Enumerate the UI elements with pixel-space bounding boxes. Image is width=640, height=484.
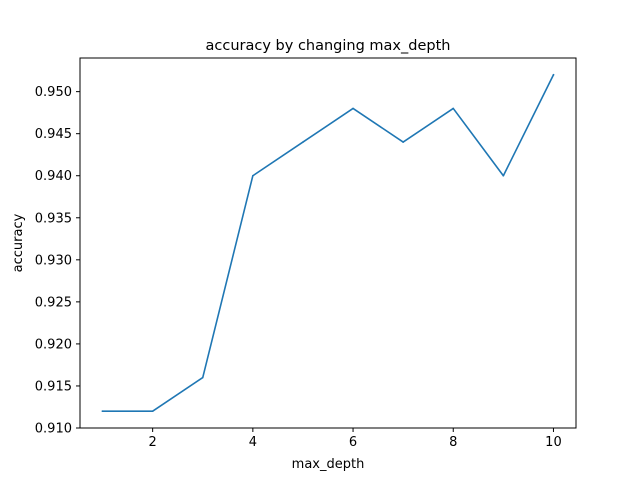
- data-point: [552, 74, 555, 76]
- data-point: [101, 410, 104, 412]
- series-line: [101, 73, 555, 412]
- data-point: [352, 107, 354, 110]
- y-tick-label: 0.935: [35, 211, 72, 226]
- y-tick-label: 0.910: [35, 422, 72, 437]
- x-tick-label: 8: [449, 435, 457, 450]
- y-tick-label: 0.950: [35, 85, 72, 100]
- data-point: [252, 174, 254, 177]
- data-point: [452, 107, 455, 110]
- x-tick-label: 4: [249, 435, 257, 450]
- x-axis-label: max_depth: [292, 457, 365, 472]
- data-point: [302, 141, 304, 143]
- x-tick-label: 10: [545, 435, 562, 450]
- y-tick-label: 0.945: [35, 127, 72, 142]
- y-axis-label: accuracy: [11, 213, 26, 272]
- x-tick-label: 6: [349, 435, 357, 450]
- x-axis-ticks: 2 4 6 8 10: [149, 428, 562, 450]
- y-tick-label: 0.925: [35, 295, 72, 310]
- y-tick-label: 0.915: [35, 379, 72, 394]
- plot-area: [101, 73, 555, 412]
- plot-frame: [79, 57, 577, 429]
- y-axis-ticks: 0.910 0.915 0.920 0.925 0.930 0.935 0.940 0.945…: [35, 85, 80, 437]
- data-point: [201, 376, 204, 379]
- y-tick-label: 0.940: [35, 169, 72, 184]
- y-tick-label: 0.920: [35, 337, 72, 352]
- data-point: [402, 141, 404, 143]
- y-tick-label: 0.930: [35, 253, 72, 268]
- x-tick-label: 2: [149, 435, 157, 450]
- data-point: [502, 174, 505, 177]
- data-point: [151, 410, 154, 412]
- chart-title: accuracy by changing max_depth: [206, 38, 451, 54]
